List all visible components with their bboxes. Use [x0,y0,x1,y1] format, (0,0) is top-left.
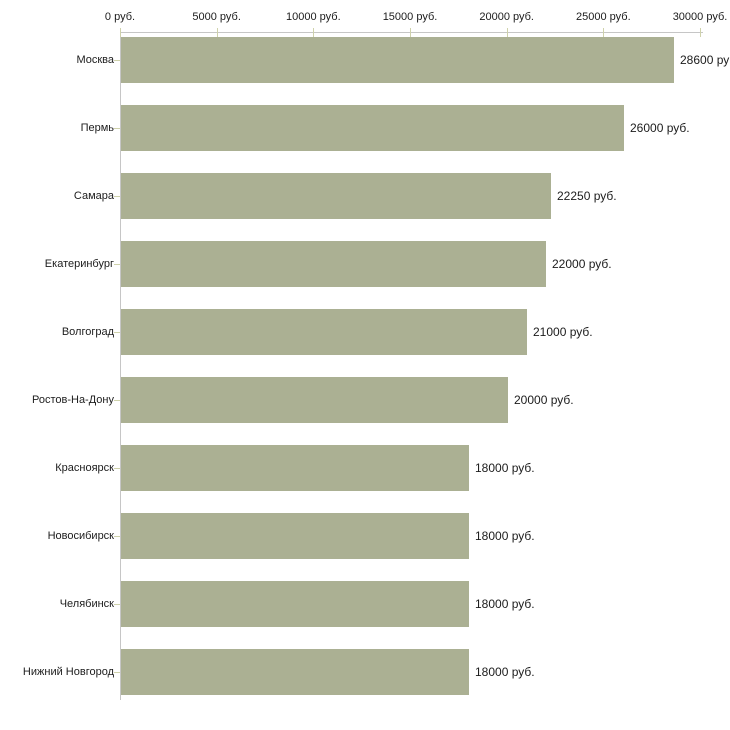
category-label: Новосибирск [47,530,114,542]
bar [121,105,624,151]
x-tick-mark [313,28,315,37]
value-label: 18000 руб. [475,665,535,679]
x-tick-mark [506,28,508,37]
y-tick-mark [114,196,120,197]
x-tick-label: 10000 руб. [286,11,341,23]
x-tick-label: 15000 руб. [382,11,438,23]
bar [121,445,469,491]
value-label: 28600 руб. [680,53,730,67]
y-tick-mark [114,60,120,61]
y-tick-mark [114,400,120,401]
x-tick-label: 20000 руб. [479,11,534,23]
x-tick-label: 0 руб. [104,11,136,23]
bar [121,173,551,219]
category-label: Ростов-На-Дону [31,394,114,406]
x-tick-label: 5000 руб. [192,11,241,23]
value-label: 18000 руб. [475,461,535,475]
value-label: 26000 руб. [630,121,690,135]
bar [121,241,546,287]
x-tick-mark [603,28,605,37]
y-tick-mark [114,468,120,469]
category-label: Челябинск [59,598,114,610]
bar [121,309,527,355]
value-label: 18000 руб. [475,529,535,543]
y-axis-line [120,32,121,700]
category-label: Пермь [80,122,114,134]
x-tick-mark [120,28,121,37]
value-label: 20000 руб. [514,393,574,407]
y-tick-mark [114,536,120,537]
y-tick-mark [114,128,120,129]
x-tick-mark [410,28,411,37]
category-label: Нижний Новгород [22,666,114,678]
y-tick-mark [114,332,120,333]
value-label: 21000 руб. [533,325,593,339]
x-tick-label: 30000 руб. [672,11,728,23]
category-label: Волгоград [61,326,114,338]
category-label: Москва [76,54,114,66]
bar [121,649,469,695]
x-tick-mark [216,28,218,37]
x-axis-line [120,32,703,33]
bar [121,377,508,423]
value-label: 18000 руб. [475,597,535,611]
category-label: Екатеринбург [44,258,114,270]
bar [121,513,469,559]
bar [121,581,469,627]
y-tick-mark [114,672,120,673]
value-label: 22250 руб. [557,189,617,203]
value-label: 22000 руб. [552,257,612,271]
category-label: Самара [73,190,114,202]
y-tick-mark [114,264,120,265]
y-tick-mark [114,604,120,605]
x-tick-mark [700,28,701,37]
bar [121,37,674,83]
x-tick-label: 25000 руб. [576,11,631,23]
category-label: Красноярск [55,462,114,474]
